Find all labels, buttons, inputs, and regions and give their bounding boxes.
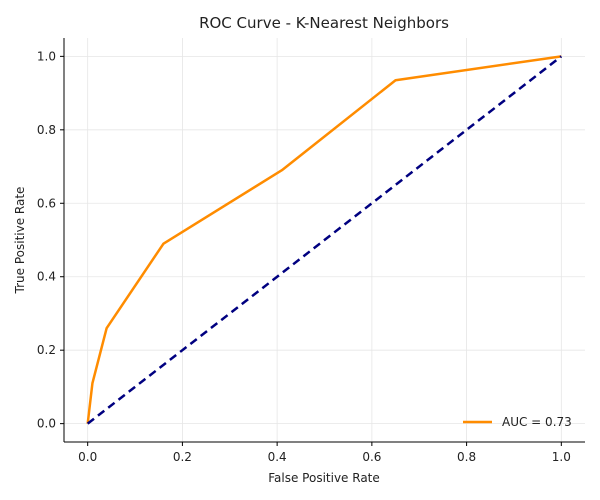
x-tick-label: 0.8 bbox=[457, 450, 476, 464]
x-tick-label: 0.0 bbox=[78, 450, 97, 464]
y-axis-title: True Positive Rate bbox=[13, 187, 27, 295]
x-axis-title: False Positive Rate bbox=[268, 471, 380, 485]
chance-diagonal-line bbox=[86, 55, 563, 425]
x-tick-label: 1.0 bbox=[552, 450, 571, 464]
series-layer bbox=[86, 55, 563, 425]
legend: AUC = 0.73 bbox=[463, 415, 572, 429]
chart-title: ROC Curve - K-Nearest Neighbors bbox=[199, 14, 449, 32]
y-tick-label: 0.4 bbox=[37, 270, 56, 284]
x-tick-label: 0.6 bbox=[362, 450, 381, 464]
x-tick-label: 0.2 bbox=[173, 450, 192, 464]
legend-label: AUC = 0.73 bbox=[502, 415, 572, 429]
y-tick-label: 0.0 bbox=[37, 417, 56, 431]
ticks: 0.0 0.2 0.4 0.6 0.8 1.0 0.0 0.2 0.4 0.6 0.8 1.0 bbox=[37, 49, 571, 464]
axes bbox=[63, 38, 585, 443]
y-tick-label: 0.6 bbox=[37, 196, 56, 210]
grid bbox=[64, 38, 585, 442]
y-tick-label: 0.8 bbox=[37, 123, 56, 137]
y-tick-label: 0.2 bbox=[37, 343, 56, 357]
roc-curve-line bbox=[86, 55, 562, 424]
y-tick-label: 1.0 bbox=[37, 49, 56, 63]
x-tick-label: 0.4 bbox=[268, 450, 287, 464]
